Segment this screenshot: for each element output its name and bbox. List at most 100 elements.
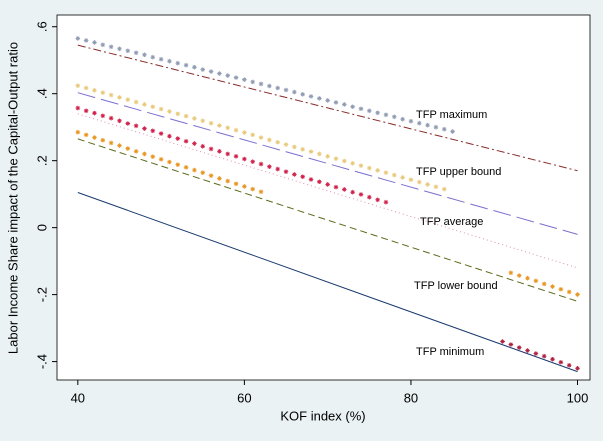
star-marker <box>217 148 222 154</box>
star-marker <box>433 184 439 190</box>
star-marker <box>200 143 206 149</box>
star-marker <box>100 90 106 95</box>
star-marker <box>158 131 164 136</box>
annotation: TFP upper bound <box>416 166 501 178</box>
star-marker <box>117 143 122 148</box>
star-marker <box>450 129 455 134</box>
star-marker <box>375 168 380 173</box>
star-marker <box>508 270 514 276</box>
star-marker <box>208 146 214 152</box>
star-marker <box>150 54 156 60</box>
y-tick-label: 0 <box>34 224 49 231</box>
star-marker <box>142 151 147 157</box>
star-marker <box>167 159 172 165</box>
star-marker <box>441 186 447 192</box>
annotation: TFP average <box>420 216 483 228</box>
star-marker <box>100 42 106 48</box>
star-marker <box>267 83 272 89</box>
star-marker <box>192 116 197 121</box>
star-marker <box>83 85 89 91</box>
annotation: TFP minimum <box>416 346 484 358</box>
star-marker <box>275 139 280 145</box>
star-marker <box>200 67 206 72</box>
star-marker <box>325 98 330 103</box>
star-marker <box>150 128 156 134</box>
star-marker <box>108 140 114 146</box>
star-marker <box>200 118 206 124</box>
star-marker <box>558 286 564 292</box>
star-marker <box>550 284 555 289</box>
y-tick-label: .2 <box>34 155 49 166</box>
x-tick-label: 40 <box>71 390 85 405</box>
star-marker <box>416 120 422 126</box>
star-marker <box>167 109 172 114</box>
star-marker <box>367 194 372 200</box>
star-marker <box>150 154 156 159</box>
star-marker <box>267 137 272 143</box>
star-marker <box>217 176 222 181</box>
star-marker <box>250 79 256 85</box>
star-marker <box>133 50 139 56</box>
star-marker <box>158 56 164 62</box>
star-marker <box>200 170 206 176</box>
star-marker <box>400 116 405 122</box>
y-tick-label: .6 <box>34 21 49 32</box>
star-marker <box>125 146 131 151</box>
star-marker <box>142 102 147 107</box>
star-marker <box>233 181 239 187</box>
star-marker <box>142 52 147 58</box>
star-marker <box>550 356 555 362</box>
star-marker <box>325 182 330 187</box>
star-marker <box>283 142 289 147</box>
star-marker <box>150 104 156 110</box>
star-marker <box>541 353 547 359</box>
star-marker <box>342 102 347 107</box>
star-marker <box>566 289 572 295</box>
star-marker <box>158 157 164 162</box>
star-marker <box>125 121 131 126</box>
star-marker <box>525 348 530 353</box>
star-marker <box>133 148 139 154</box>
star-marker <box>292 144 297 150</box>
star-marker <box>516 345 522 350</box>
star-marker <box>83 132 89 138</box>
star-marker <box>425 122 430 128</box>
star-marker <box>350 161 355 166</box>
star-marker <box>125 97 131 103</box>
plot-area <box>56 14 591 381</box>
star-marker <box>383 112 389 118</box>
star-marker <box>225 73 231 78</box>
star-marker <box>317 96 322 101</box>
star-marker <box>575 292 580 297</box>
star-marker <box>566 362 572 368</box>
star-marker <box>250 132 256 138</box>
star-marker <box>533 351 539 356</box>
star-marker <box>92 40 97 45</box>
star-marker <box>308 177 314 182</box>
x-axis-title: KOF index (%) <box>280 408 365 423</box>
star-marker <box>258 81 264 87</box>
star-marker <box>258 189 264 195</box>
star-marker <box>75 83 81 88</box>
star-marker <box>267 164 272 169</box>
star-marker <box>283 87 289 93</box>
star-marker <box>217 123 222 128</box>
star-marker <box>117 118 122 124</box>
star-marker <box>283 169 289 175</box>
star-marker <box>167 133 172 139</box>
star-marker <box>400 175 405 180</box>
star-marker <box>92 110 97 116</box>
star-marker <box>342 158 347 164</box>
star-marker <box>317 179 322 185</box>
star-marker <box>367 165 372 171</box>
star-marker <box>408 118 414 124</box>
star-marker <box>300 174 305 180</box>
star-marker <box>225 151 231 157</box>
star-marker <box>100 137 106 143</box>
star-marker <box>375 197 380 203</box>
star-marker <box>541 281 547 287</box>
star-marker <box>92 88 97 93</box>
star-marker <box>342 187 347 192</box>
star-marker <box>217 71 222 76</box>
